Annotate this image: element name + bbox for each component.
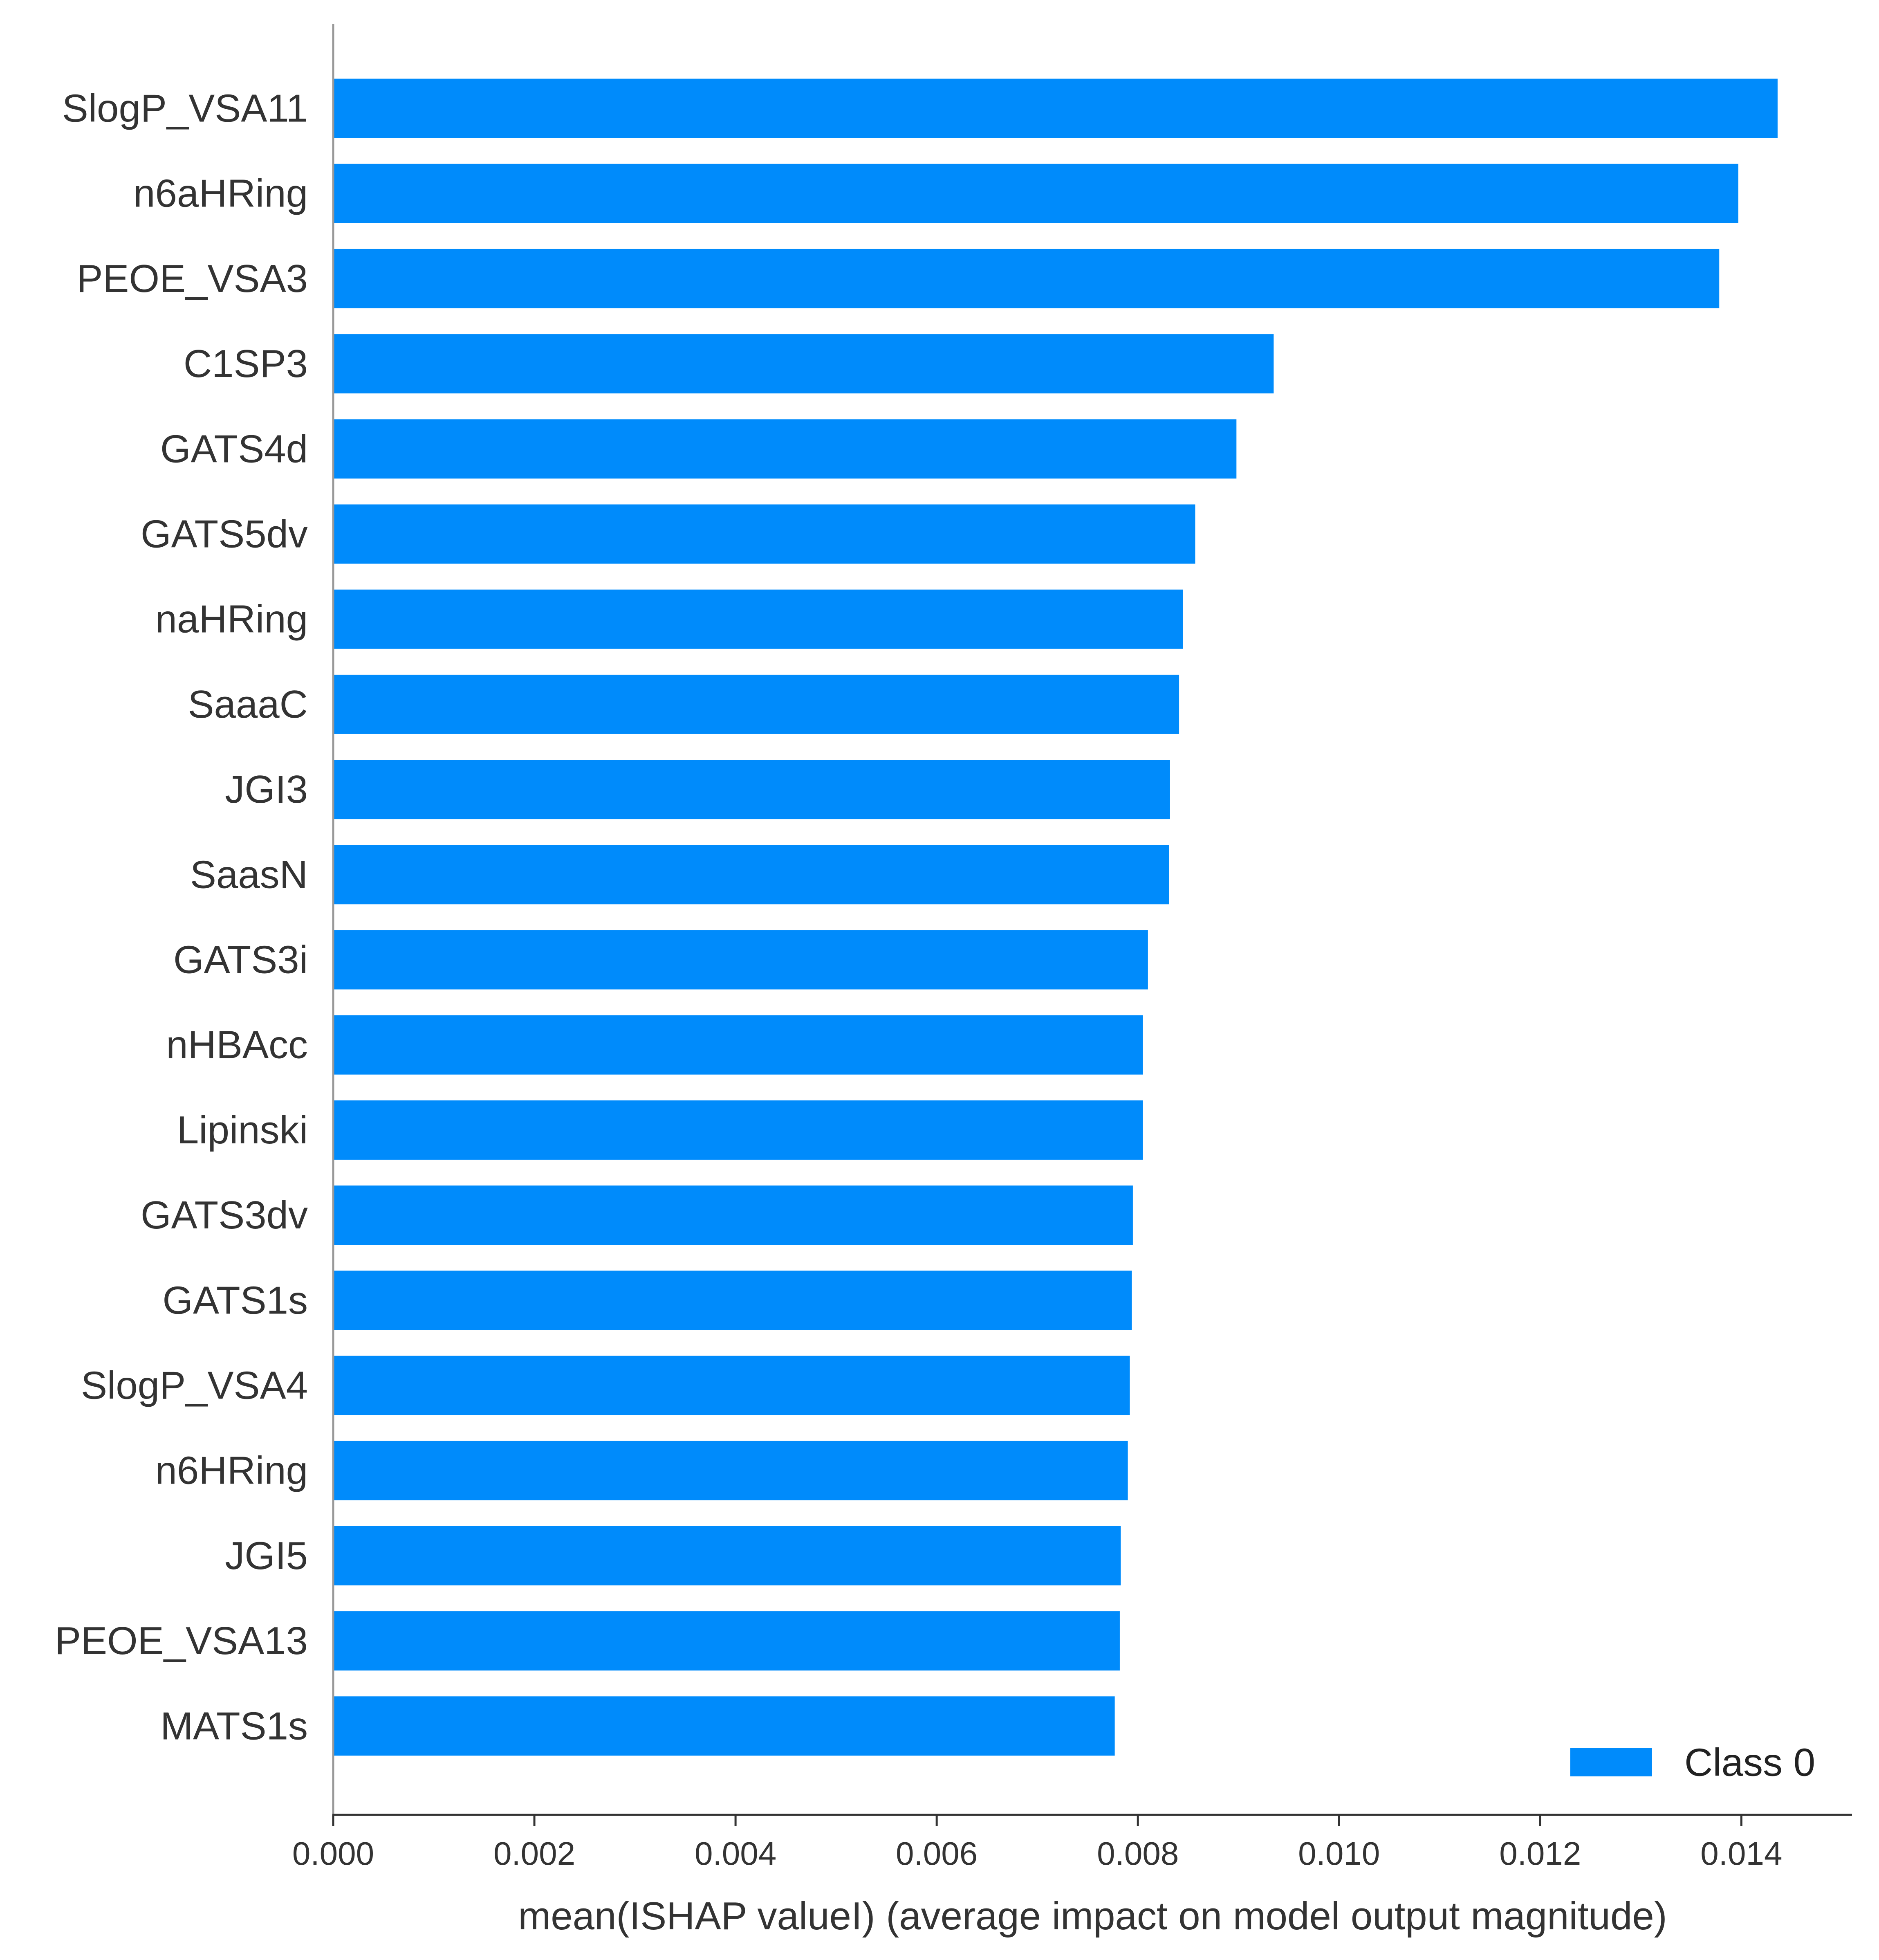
- x-ticks: 0.000 0.002 0.004 0.006 0.008 0.010 0.012 0.014: [292, 1815, 1782, 1872]
- y-tick-label: PEOE_VSA13: [55, 1619, 308, 1663]
- bar-nahring: [333, 589, 1183, 649]
- bar-gats1s: [333, 1271, 1132, 1330]
- bar-peoe-vsa13: [333, 1611, 1120, 1671]
- x-tick-label: 0.014: [1700, 1835, 1782, 1872]
- bar-slogp-vsa4: [333, 1356, 1130, 1415]
- x-tick-label: 0.010: [1298, 1835, 1380, 1872]
- y-tick-label: GATS5dv: [141, 512, 308, 556]
- y-tick-label: SlogP_VSA4: [81, 1364, 308, 1408]
- y-tick-label: C1SP3: [184, 342, 308, 386]
- bars-layer: [333, 79, 1778, 1756]
- y-tick-label: n6aHRing: [133, 172, 308, 216]
- bar-n6hring: [333, 1441, 1128, 1500]
- axes-layer: [332, 24, 1852, 1816]
- bar-gats3dv: [333, 1185, 1133, 1245]
- bar-jgi5: [333, 1526, 1121, 1585]
- x-tick-label: 0.006: [896, 1835, 978, 1872]
- x-tick-label: 0.002: [493, 1835, 575, 1872]
- y-tick-label: GATS1s: [162, 1278, 308, 1322]
- x-axis-label: mean(ISHAP valueI) (average impact on mo…: [518, 1894, 1667, 1938]
- y-tick-labels: SlogP_VSA11 n6aHRing PEOE_VSA3 C1SP3 GATS4d G…: [55, 87, 308, 1748]
- y-tick-label: SlogP_VSA11: [62, 87, 308, 130]
- bar-n6ahring: [333, 164, 1738, 223]
- legend: Class 0: [1570, 1741, 1815, 1785]
- bar-gats3i: [333, 930, 1148, 990]
- bar-mats1s: [333, 1696, 1115, 1756]
- y-tick-label: MATS1s: [160, 1704, 308, 1748]
- bar-peoe-vsa3: [333, 249, 1720, 308]
- bar-gats5dv: [333, 504, 1195, 564]
- y-tick-label: PEOE_VSA3: [76, 257, 308, 301]
- x-tick-label: 0.004: [695, 1835, 776, 1872]
- y-tick-label: SaasN: [190, 853, 308, 896]
- x-tick-label: 0.012: [1499, 1835, 1581, 1872]
- bar-nhbacc: [333, 1015, 1143, 1075]
- bar-slogp-vsa11: [333, 79, 1778, 138]
- bar-c1sp3: [333, 334, 1274, 394]
- legend-swatch: [1570, 1748, 1652, 1776]
- x-tick-label: 0.000: [292, 1835, 374, 1872]
- x-tick-label: 0.008: [1097, 1835, 1179, 1872]
- y-tick-label: JGI3: [225, 768, 308, 811]
- legend-label: Class 0: [1684, 1741, 1815, 1785]
- y-tick-label: GATS3i: [173, 938, 308, 982]
- y-tick-label: naHRing: [155, 597, 308, 641]
- bar-jgi3: [333, 760, 1170, 819]
- y-tick-label: n6HRing: [155, 1449, 308, 1493]
- y-tick-label: Lipinski: [177, 1108, 308, 1152]
- y-tick-label: GATS4d: [160, 427, 308, 471]
- y-tick-label: nHBAcc: [166, 1023, 308, 1067]
- bar-saaac: [333, 674, 1179, 734]
- y-tick-label: SaaaC: [188, 683, 308, 726]
- bar-gats4d: [333, 419, 1237, 479]
- y-tick-label: GATS3dv: [141, 1193, 308, 1237]
- bar-saasn: [333, 845, 1169, 905]
- y-tick-label: JGI5: [225, 1534, 308, 1578]
- bar-lipinski: [333, 1100, 1143, 1160]
